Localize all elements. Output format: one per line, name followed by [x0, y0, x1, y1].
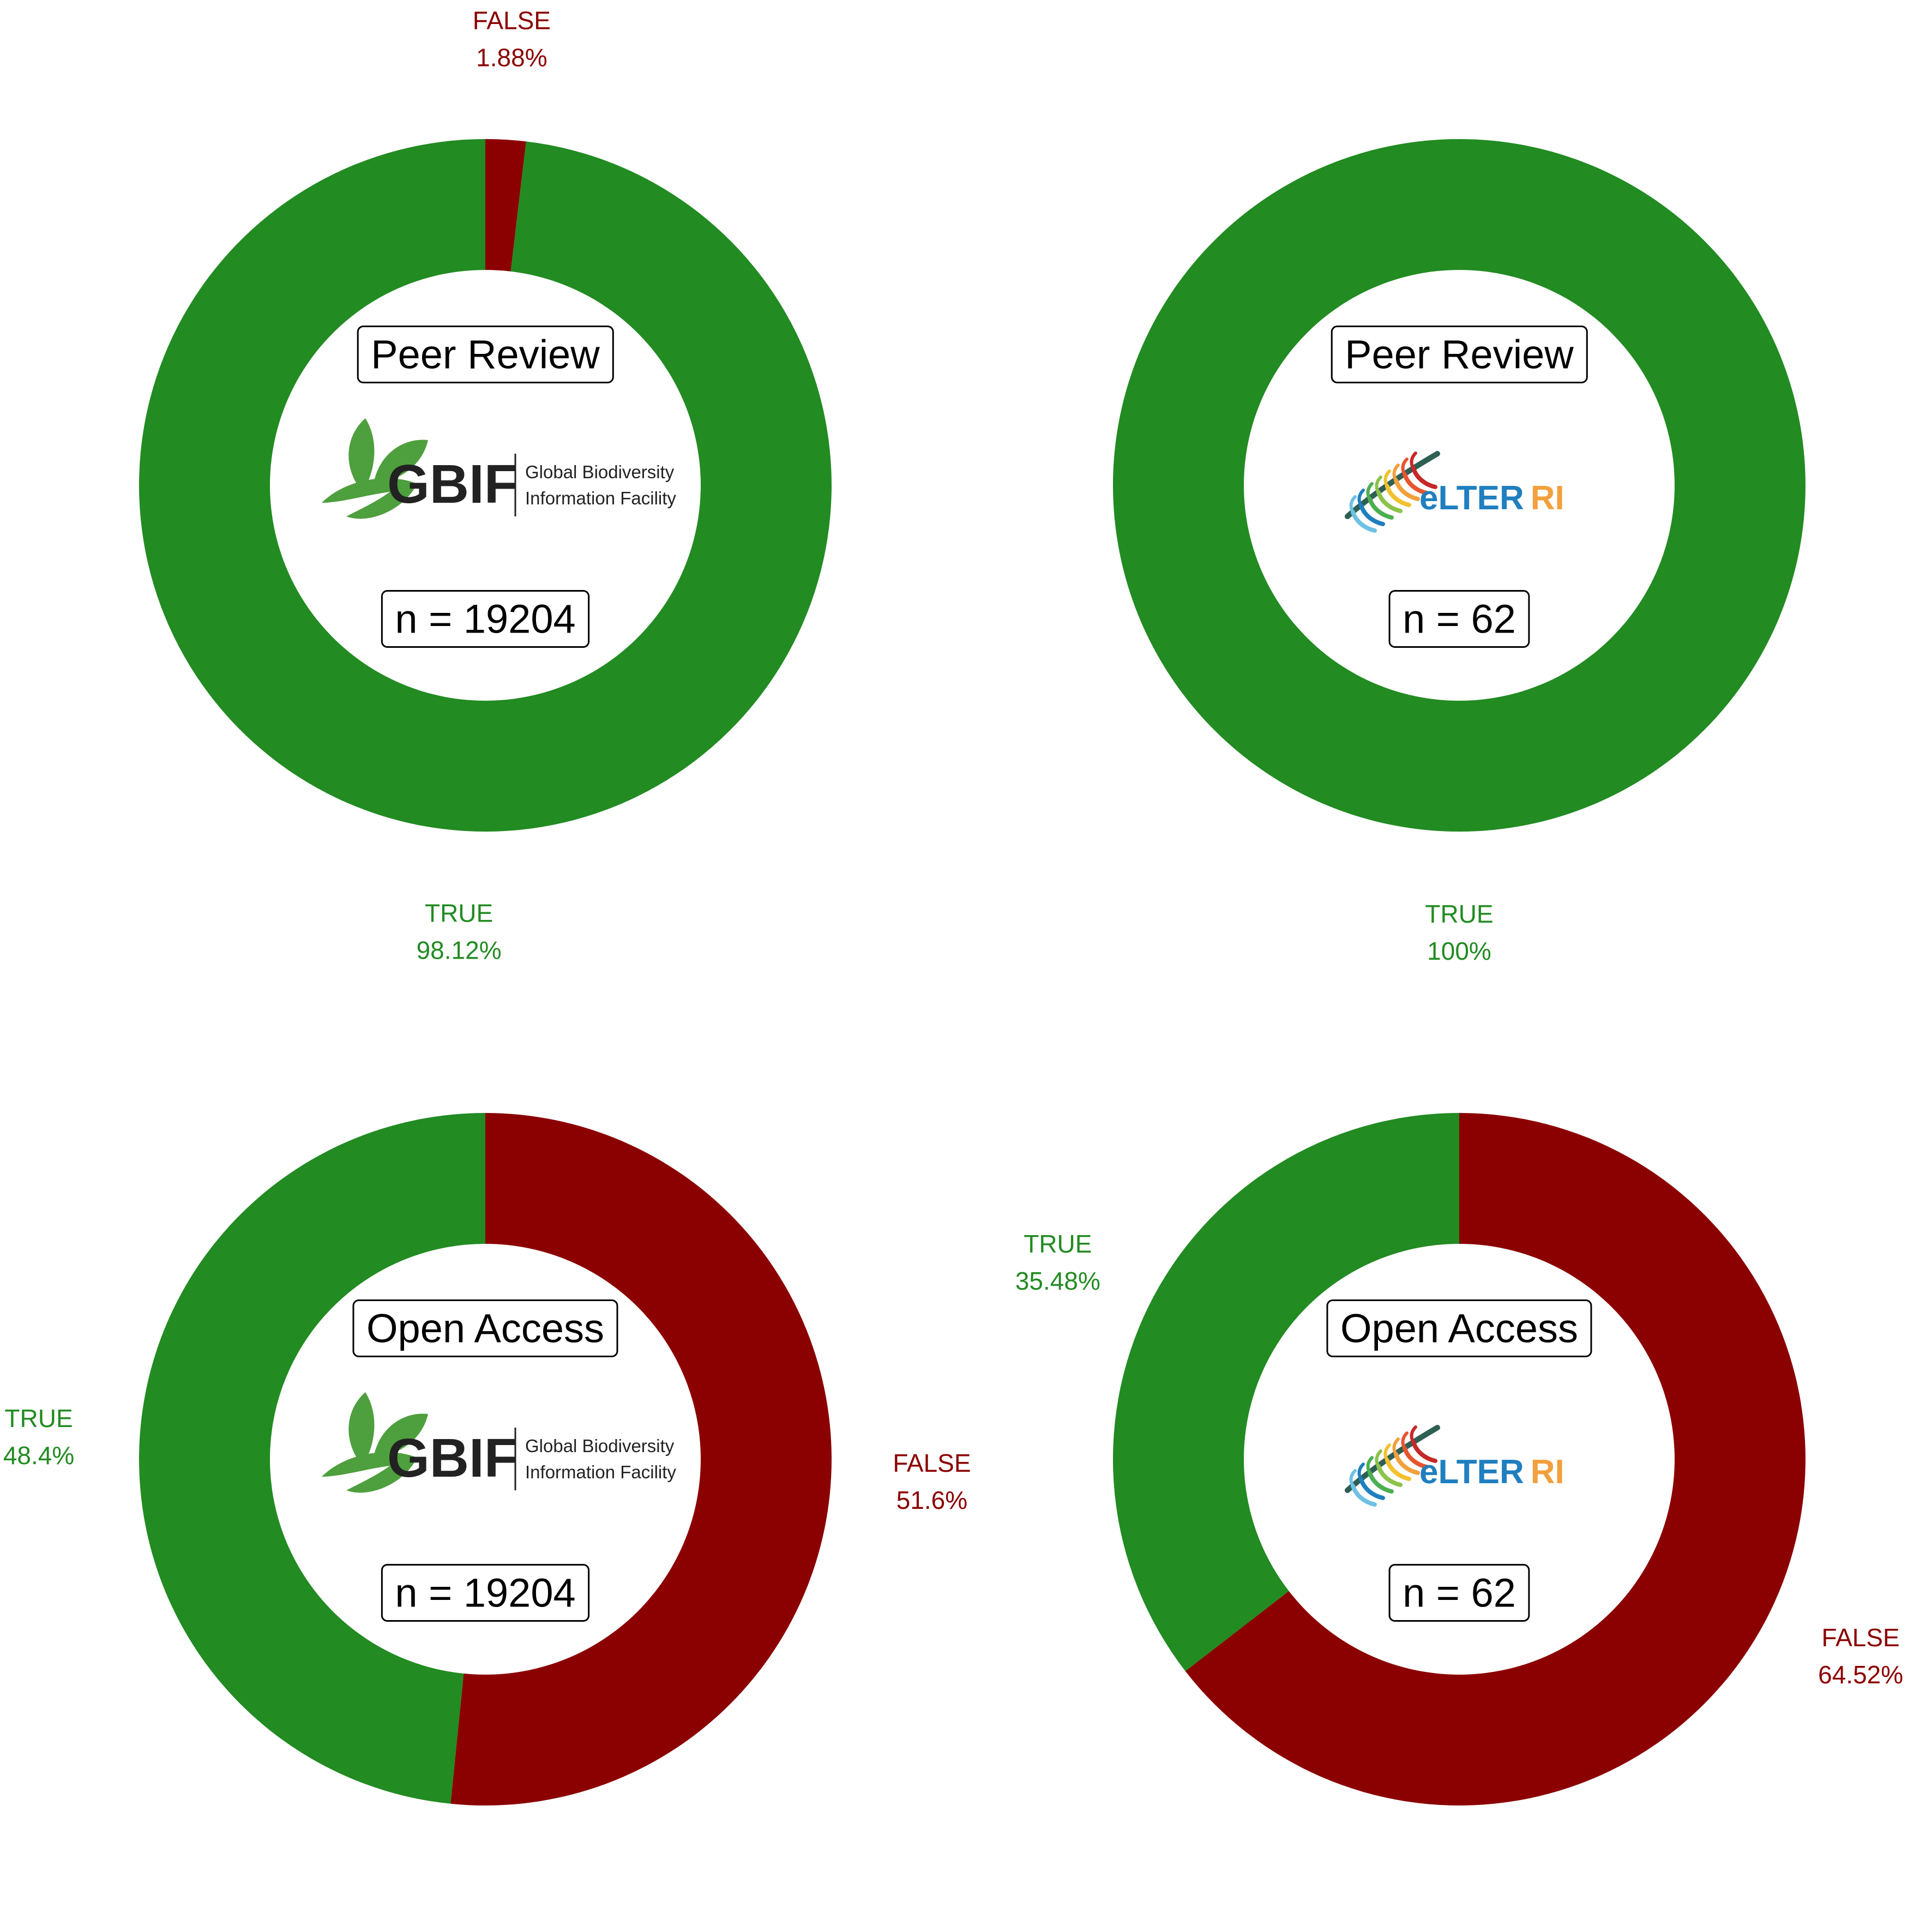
slice-value-true: 48.4% [3, 1441, 74, 1470]
slice-value-true: 98.12% [417, 936, 502, 965]
gbif-wordmark: GBIF [387, 454, 517, 515]
elter-wordmark: eLTER [1419, 479, 1524, 517]
slice-value-false: 64.52% [1818, 1660, 1903, 1689]
slice-label-true: TRUE [4, 1404, 73, 1433]
chart-title-box-text: Open Access [366, 1306, 604, 1351]
gbif-leaf-icon [322, 418, 428, 519]
chart-title-box-text: Peer Review [371, 332, 600, 377]
chart-title-box: Open Access [352, 1299, 618, 1357]
slice-label-true: TRUE [425, 899, 493, 928]
slice-label-false: FALSE [893, 1449, 971, 1477]
chart-title-box: Peer Review [357, 326, 614, 383]
sample-size-box: n = 19204 [381, 1564, 590, 1622]
slice-label-false: FALSE [473, 6, 551, 34]
chart-title-box-text: Peer Review [1345, 332, 1574, 377]
elter-logo: eLTER RI [1345, 451, 1564, 533]
donut-chart-3: FALSE 51.6% TRUE 48.4% Open Access n = 19204 G… [3, 1113, 971, 1806]
slice-value-false: 1.88% [476, 43, 547, 71]
slice-false [1185, 1113, 1805, 1805]
chart-title-box-text: Open Access [1340, 1306, 1578, 1351]
gbif-leaf-icon [322, 1392, 428, 1493]
chart-title-box: Open Access [1326, 1299, 1592, 1357]
slice-true [139, 1113, 485, 1804]
gbif-logo: GBIF Global Biodiversity Information Facil… [322, 418, 676, 519]
chart-title-box: Peer Review [1331, 326, 1588, 383]
slice-value-false: 51.6% [896, 1486, 967, 1514]
sample-size-box-text: n = 19204 [395, 1570, 575, 1616]
gbif-tagline-2: Information Facility [525, 488, 676, 508]
gbif-logo: GBIF Global Biodiversity Information Facil… [322, 1392, 676, 1493]
slice-false [450, 1113, 832, 1806]
gbif-tagline-1: Global Biodiversity [525, 462, 675, 482]
slice-false [485, 139, 526, 272]
sample-size-box-text: n = 62 [1403, 597, 1516, 642]
slice-label-true: TRUE [1425, 900, 1493, 928]
gbif-wordmark: GBIF [387, 1428, 517, 1489]
sample-size-box-text: n = 19204 [395, 597, 575, 642]
donut-chart-1: FALSE 1.88% TRUE 98.12% Peer Review n = 19204… [139, 6, 832, 965]
gbif-tagline-2: Information Facility [525, 1462, 676, 1482]
elter-wordmark-suffix: RI [1531, 479, 1564, 517]
elter-wordmark-suffix: RI [1531, 1453, 1564, 1491]
donut-chart-4: FALSE 64.52% TRUE 35.48% Open Access n = 62 eL… [1015, 1113, 1903, 1805]
slice-true [1113, 139, 1805, 832]
slice-value-true: 100% [1427, 937, 1491, 965]
sample-size-box: n = 62 [1388, 1564, 1530, 1622]
elter-fern-icon [1345, 451, 1440, 533]
donut-chart-2: TRUE 100% Peer Review n = 62 eLTER RI [1113, 139, 1805, 965]
slice-true [1113, 1113, 1459, 1671]
elter-wordmark: eLTER [1419, 1453, 1524, 1491]
slice-label-true: TRUE [1024, 1230, 1092, 1258]
sample-size-box: n = 62 [1388, 590, 1530, 648]
gbif-tagline-1: Global Biodiversity [525, 1436, 675, 1456]
slice-label-false: FALSE [1822, 1623, 1900, 1652]
sample-size-box: n = 19204 [381, 590, 590, 648]
slice-true [139, 139, 832, 832]
elter-logo: eLTER RI [1345, 1425, 1564, 1507]
sample-size-box-text: n = 62 [1403, 1570, 1516, 1616]
elter-fern-icon [1345, 1425, 1440, 1507]
slice-value-true: 35.48% [1015, 1267, 1100, 1295]
